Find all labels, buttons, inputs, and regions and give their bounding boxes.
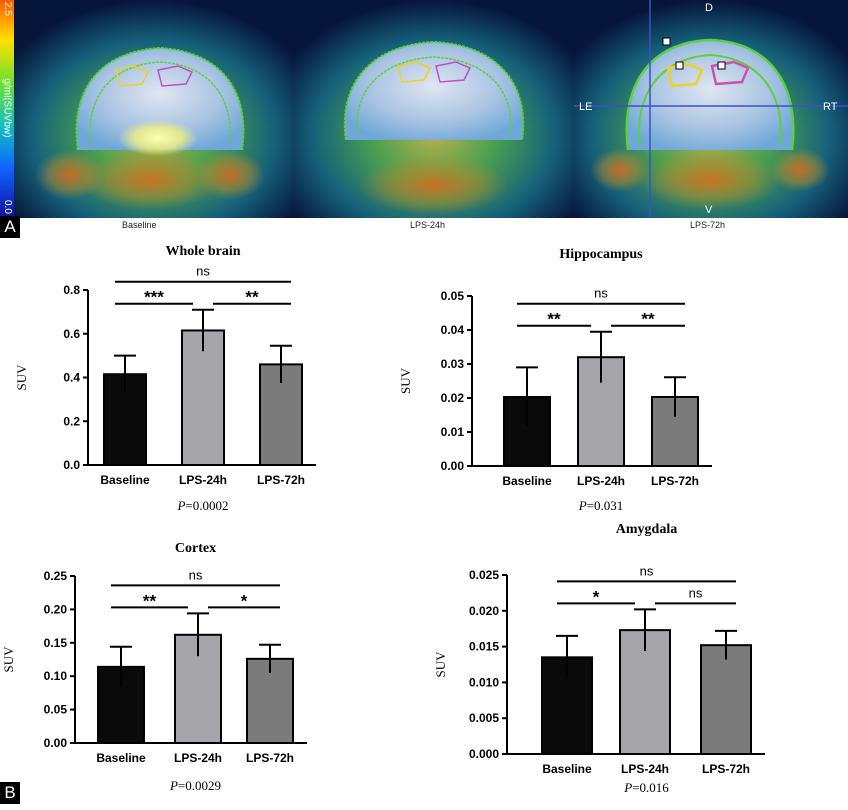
- scale-unit-label: g/ml(SUVbw): [1, 78, 13, 138]
- y-tick-label: 0.15: [44, 636, 68, 650]
- y-tick-label: 0.20: [44, 602, 68, 616]
- pet-image-lps-72h: [574, 0, 848, 218]
- p-value-label: P=0.031: [578, 498, 624, 513]
- chart-title: Cortex: [175, 541, 216, 556]
- y-tick-label: 0.010: [469, 675, 499, 689]
- y-tick-label: 0.8: [63, 283, 80, 297]
- bar-charts: Whole brain 0.0 0.2 0.4 0.6 0.8 SUV Baseline LPS…: [1, 244, 765, 795]
- x-category-label: LPS-24h: [174, 751, 222, 765]
- panel-letter-a: A: [0, 216, 20, 238]
- chart-0: Whole brain 0.0 0.2 0.4 0.6 0.8 SUV Baseline LPS…: [14, 244, 316, 513]
- y-tick-label: 0.005: [469, 711, 499, 725]
- y-tick-label: 0.4: [63, 371, 80, 385]
- pet-image-lps-24h: [294, 0, 574, 218]
- y-tick-label: 0.03: [441, 357, 465, 371]
- significance-label: **: [245, 288, 259, 307]
- significance-label: **: [641, 310, 655, 329]
- significance-label: ***: [144, 288, 164, 307]
- color-scale-bar: [0, 0, 14, 218]
- x-category-label: LPS-72h: [246, 751, 294, 765]
- y-tick-label: 0.015: [469, 640, 499, 654]
- y-tick-label: 0.10: [44, 669, 68, 683]
- x-category-label: LPS-24h: [179, 473, 227, 487]
- scale-min-label: 0.0: [2, 200, 13, 214]
- p-value-label: P=0.016: [623, 780, 669, 795]
- x-category-label: Baseline: [96, 751, 146, 765]
- significance-label: ns: [640, 563, 654, 578]
- orientation-bottom-label: V: [705, 204, 713, 216]
- p-value-label: P=0.0002: [176, 498, 228, 513]
- significance-label: ns: [594, 286, 608, 301]
- chart-title: Hippocampus: [559, 247, 643, 262]
- bar-chart-panel: Whole brain 0.0 0.2 0.4 0.6 0.8 SUV Baseline LPS…: [0, 238, 848, 805]
- y-tick-label: 0.020: [469, 604, 499, 618]
- y-tick-label: 0.000: [469, 747, 499, 761]
- pet-image-panel: 2.5 g/ml(SUVbw) 0.0 D V LE RT Baseline L…: [0, 0, 848, 238]
- x-category-label: LPS-24h: [577, 474, 625, 488]
- significance-label: ns: [189, 567, 203, 582]
- pet-image-strip: [0, 0, 848, 218]
- x-category-label: Baseline: [100, 473, 150, 487]
- chart-3: Amygdala 0.000 0.005 0.010 0.015 0.020 0.025 SU…: [433, 522, 765, 795]
- y-tick-label: 0.00: [44, 736, 68, 750]
- y-axis-label: SUV: [398, 367, 413, 394]
- y-tick-label: 0.05: [441, 289, 465, 303]
- image-caption-baseline: Baseline: [122, 220, 157, 230]
- y-tick-label: 0.05: [44, 703, 68, 717]
- x-category-label: LPS-72h: [702, 762, 750, 776]
- color-scale: 2.5 g/ml(SUVbw) 0.0: [0, 0, 14, 218]
- y-tick-label: 0.2: [63, 414, 80, 428]
- chart-title: Whole brain: [165, 244, 240, 259]
- x-category-label: LPS-72h: [257, 473, 305, 487]
- chart-1: Hippocampus 0.00 0.01 0.02 0.03 0.04 0.05 SUV Ba…: [398, 247, 712, 513]
- significance-label: ns: [196, 264, 210, 279]
- x-category-label: Baseline: [502, 474, 552, 488]
- panel-letter-b: B: [0, 782, 20, 804]
- bar-lps-24h: [181, 329, 225, 466]
- y-tick-label: 0.6: [63, 327, 80, 341]
- y-axis-label: SUV: [1, 646, 16, 673]
- chart-2: Cortex 0.00 0.05 0.10 0.15 0.20 0.25 SUV Baselin…: [1, 541, 307, 793]
- significance-label: **: [143, 591, 157, 610]
- bar-lps-72h: [700, 644, 752, 755]
- p-value-label: P=0.0029: [169, 778, 221, 793]
- y-tick-label: 0.025: [469, 568, 499, 582]
- y-tick-label: 0.02: [441, 391, 465, 405]
- significance-label: **: [547, 310, 561, 329]
- significance-label: *: [241, 591, 248, 610]
- scale-max-label: 2.5: [2, 2, 13, 16]
- significance-label: ns: [689, 585, 703, 600]
- x-category-label: LPS-24h: [621, 762, 669, 776]
- orientation-left-label: LE: [579, 101, 593, 113]
- bar-baseline: [103, 373, 147, 466]
- y-tick-label: 0.00: [441, 459, 465, 473]
- y-tick-label: 0.04: [441, 323, 465, 337]
- x-category-label: Baseline: [542, 762, 592, 776]
- orientation-top-label: D: [705, 2, 713, 14]
- y-tick-label: 0.25: [44, 569, 68, 583]
- y-tick-label: 0.0: [63, 458, 80, 472]
- pet-image-baseline: [14, 0, 294, 218]
- chart-title: Amygdala: [616, 522, 677, 537]
- image-caption-lps-24h: LPS-24h: [410, 220, 446, 230]
- y-tick-label: 0.01: [441, 425, 465, 439]
- orientation-right-label: RT: [823, 101, 838, 113]
- y-axis-label: SUV: [433, 651, 448, 678]
- image-caption-lps-72h: LPS-72h: [690, 220, 726, 230]
- x-category-label: LPS-72h: [651, 474, 699, 488]
- significance-label: *: [593, 587, 600, 606]
- y-axis-label: SUV: [14, 364, 29, 391]
